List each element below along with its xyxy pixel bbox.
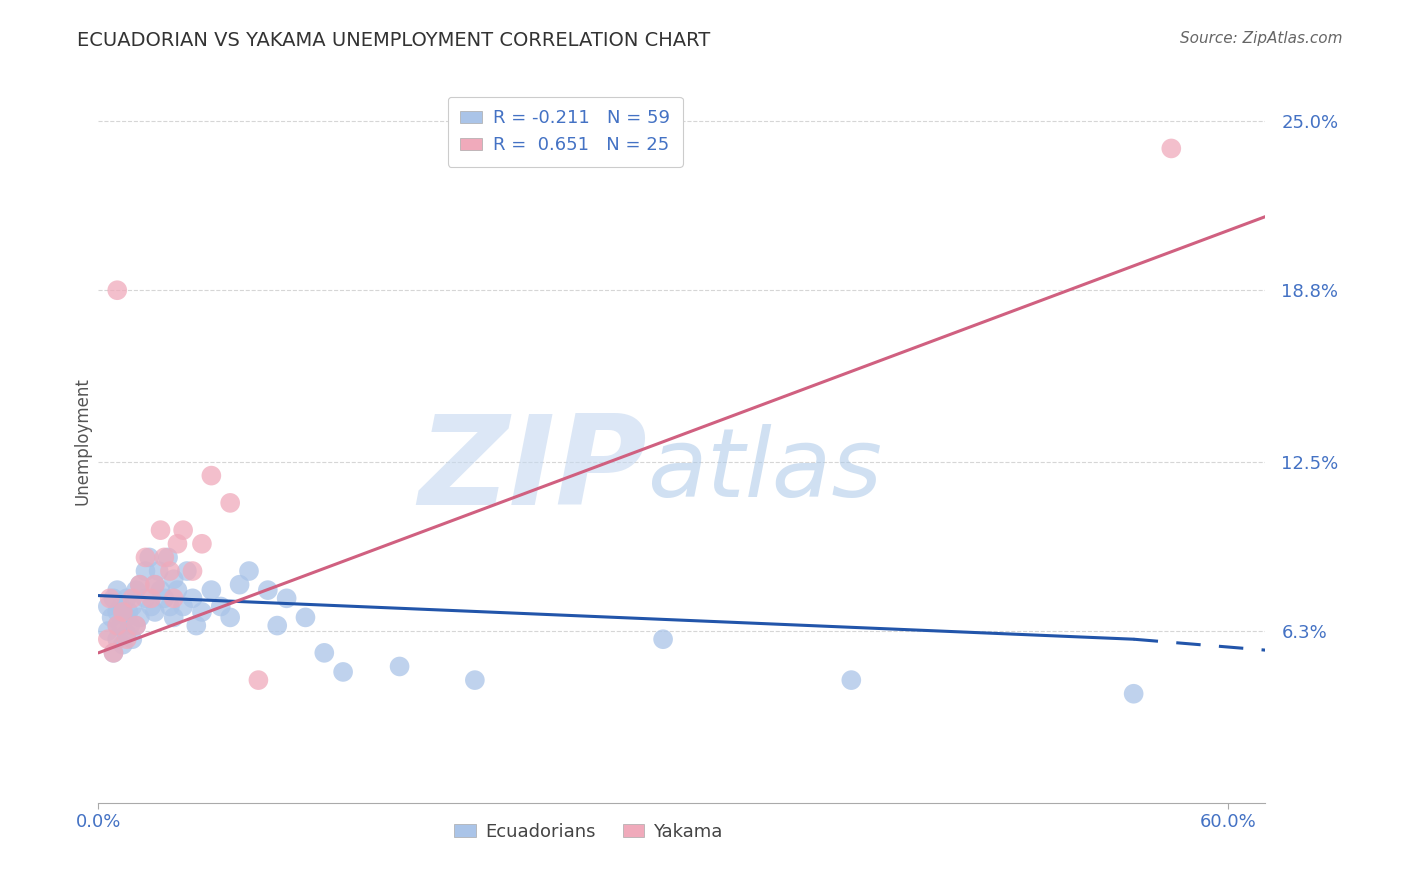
Point (652, 632, 675, 647)
Point (111, 605, 134, 619)
Point (134, 591, 156, 606)
Point (294, 610, 316, 624)
Point (191, 605, 214, 619)
Point (105, 283, 128, 297)
Point (139, 599, 162, 614)
Point (110, 618, 132, 632)
Point (98, 591, 121, 606)
Point (103, 646, 125, 660)
Point (110, 599, 132, 614)
Point (219, 496, 242, 510)
Point (103, 591, 125, 606)
Point (111, 638, 134, 652)
Point (121, 599, 143, 614)
Point (115, 610, 138, 624)
Point (115, 626, 138, 640)
Point (105, 605, 128, 619)
Text: atlas: atlas (647, 424, 882, 517)
Point (105, 632, 128, 647)
Point (138, 550, 160, 565)
Point (100, 610, 122, 624)
Point (128, 610, 150, 624)
Point (103, 646, 125, 660)
Point (256, 583, 278, 598)
Point (163, 572, 186, 586)
Point (120, 618, 142, 632)
Point (219, 610, 242, 624)
Point (105, 583, 128, 598)
Point (139, 591, 162, 606)
Point (276, 591, 298, 606)
Point (247, 673, 270, 687)
Point (149, 523, 172, 537)
Point (143, 577, 166, 591)
Point (97, 624, 120, 638)
Point (191, 537, 214, 551)
Point (166, 583, 188, 598)
Point (200, 468, 222, 483)
Point (388, 659, 411, 673)
Point (266, 618, 288, 632)
Y-axis label: Unemployment: Unemployment (73, 377, 91, 506)
Point (121, 632, 143, 647)
Point (176, 564, 198, 578)
Point (121, 591, 143, 606)
Point (97, 599, 120, 614)
Point (125, 618, 148, 632)
Point (186, 618, 208, 632)
Point (159, 599, 181, 614)
Point (105, 618, 128, 632)
Point (172, 523, 194, 537)
Point (134, 564, 156, 578)
Point (125, 618, 148, 632)
Point (128, 577, 150, 591)
Point (117, 605, 139, 619)
Point (1160, 141, 1182, 155)
Point (111, 605, 134, 619)
Point (163, 591, 186, 606)
Point (172, 599, 194, 614)
Point (839, 673, 862, 687)
Point (209, 599, 232, 614)
Point (166, 537, 188, 551)
Point (128, 577, 150, 591)
Point (181, 591, 204, 606)
Point (153, 591, 176, 606)
Point (157, 550, 180, 565)
Point (115, 591, 138, 606)
Point (159, 564, 181, 578)
Point (181, 564, 204, 578)
Point (149, 583, 172, 598)
Point (97, 632, 120, 647)
Point (143, 605, 166, 619)
Point (238, 564, 260, 578)
Point (134, 550, 156, 565)
Legend: Ecuadorians, Yakama: Ecuadorians, Yakama (447, 815, 730, 848)
Point (115, 632, 138, 647)
Point (143, 577, 166, 591)
Point (314, 646, 336, 660)
Point (228, 577, 250, 591)
Point (464, 673, 486, 687)
Point (153, 550, 176, 565)
Point (200, 583, 222, 598)
Point (163, 610, 186, 624)
Text: ECUADORIAN VS YAKAMA UNEMPLOYMENT CORRELATION CHART: ECUADORIAN VS YAKAMA UNEMPLOYMENT CORREL… (77, 31, 710, 50)
Point (332, 665, 354, 679)
Point (148, 564, 170, 578)
Text: Source: ZipAtlas.com: Source: ZipAtlas.com (1180, 31, 1343, 46)
Point (1122, 687, 1144, 701)
Point (105, 618, 128, 632)
Point (125, 583, 148, 598)
Text: ZIP: ZIP (418, 410, 647, 531)
